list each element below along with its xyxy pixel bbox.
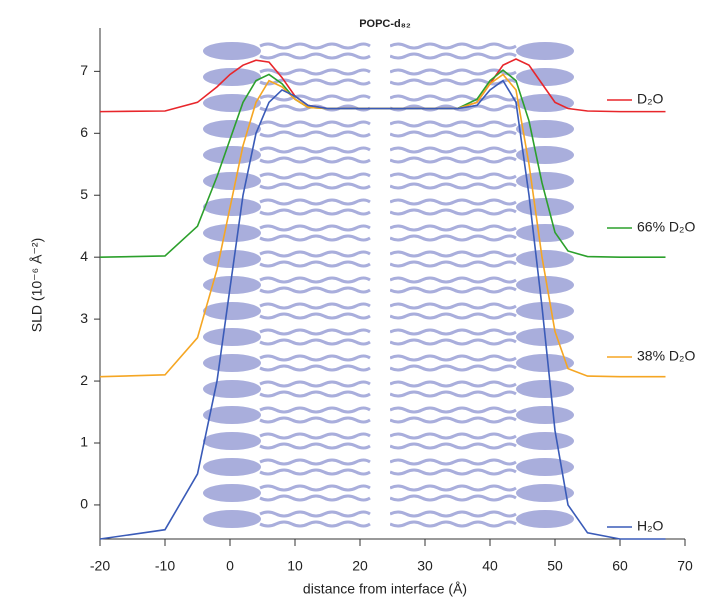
lipid-leaflet [390,38,580,532]
legend-label: D₂O [637,91,664,107]
x-tick-label: 10 [287,558,303,574]
x-tick-label: 60 [612,558,628,574]
series-line [99,58,666,113]
lipid-leaflet [200,38,382,532]
x-tick-label: 30 [417,558,433,574]
x-tick-label: -20 [90,558,110,574]
legend-label: 66% D₂O [637,219,695,235]
y-tick-label: 4 [80,248,88,264]
x-tick-label: 50 [547,558,563,574]
x-tick-label: 40 [482,558,498,574]
x-axis-label: distance from interface (Å) [303,581,467,597]
y-tick-label: 6 [80,124,88,140]
chart-title: POPC-d₈₂ [359,18,411,30]
legend-label: H₂O [637,518,664,534]
y-tick-label: 3 [80,310,88,326]
y-tick-label: 0 [80,496,88,512]
legend-label: 38% D₂O [637,348,695,364]
x-tick-label: -10 [155,558,175,574]
y-tick-label: 2 [80,372,88,388]
y-tick-label: 5 [80,186,88,202]
x-tick-label: 0 [226,558,234,574]
y-tick-label: 7 [80,62,88,78]
series-line [99,73,666,378]
series-line [99,69,666,258]
y-axis-label: SLD (10⁻⁶ Å⁻²) [29,238,45,332]
x-tick-label: 20 [352,558,368,574]
series-line [99,79,666,540]
x-tick-label: 70 [677,558,693,574]
y-tick-label: 1 [80,434,88,450]
